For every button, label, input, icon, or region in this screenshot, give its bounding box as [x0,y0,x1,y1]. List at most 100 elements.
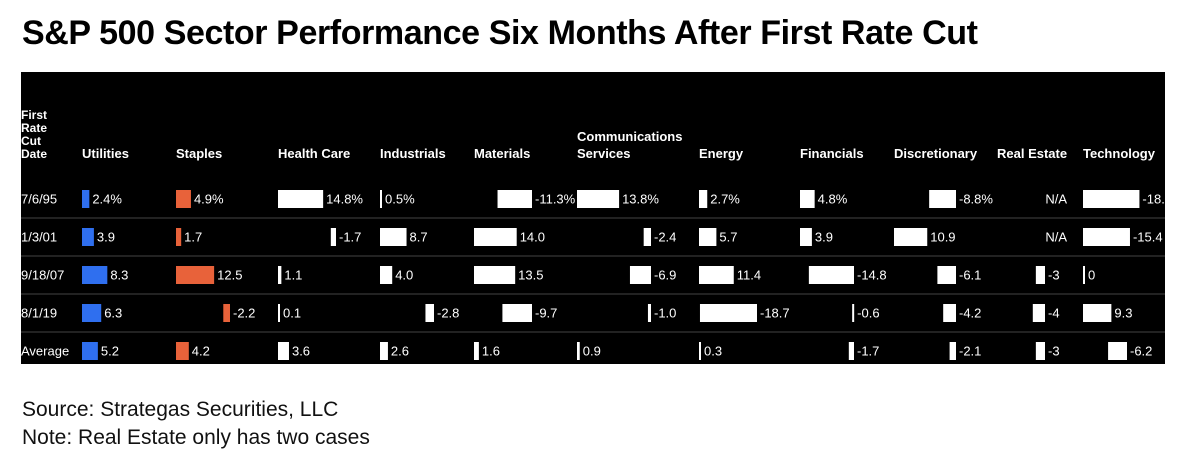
value-label-real_estate: -3 [1048,268,1060,283]
bar-materials [497,190,532,208]
bar-industrials [380,342,388,360]
row-date-label: 9/18/07 [21,268,64,283]
value-label-financials: -14.8 [857,268,887,283]
value-label-materials: -11.3% [535,192,576,207]
bar-materials [474,228,517,246]
chart-title: S&P 500 Sector Performance Six Months Af… [22,14,978,52]
row-date-label: Average [21,344,69,359]
bar-communications [647,304,651,322]
bar-energy [699,304,757,322]
source-note: Source: Strategas Securities, LLC [22,398,339,421]
value-label-discretionary: -2.1 [959,344,981,359]
bar-energy [699,342,701,360]
value-label-materials: 13.5 [518,268,543,283]
row-header-label: Rate [21,121,47,135]
bar-energy [699,266,734,284]
value-label-energy: 2.7% [710,192,740,207]
column-header-technology: Technology [1083,146,1156,161]
bar-industrials [380,266,393,284]
value-label-staples: -2.2 [233,306,255,321]
value-label-industrials: 4.0 [395,268,413,283]
chart-panel: First Rate Cut Date Utilities Staples Health C… [21,72,1165,364]
bar-technology [1083,304,1112,322]
value-label-financials: -1.7 [857,344,879,359]
bar-utilities [82,304,102,322]
value-label-industrials: 8.7 [410,230,428,245]
bar-technology [1083,266,1085,284]
bar-technology [1083,190,1140,208]
value-label-health_care: -1.7 [339,230,361,245]
bar-utilities [82,190,90,208]
value-label-health_care: 3.6 [292,344,310,359]
bar-staples [176,190,191,208]
bar-financials [848,342,854,360]
value-label-industrials: 2.6 [391,344,409,359]
value-label-energy: 0.3 [704,344,722,359]
value-label-technology: 9.3 [1114,306,1132,321]
bar-staples [176,266,215,284]
value-label-staples: 4.2 [192,344,210,359]
bar-technology [1108,342,1127,360]
value-label-communications: -6.9 [654,268,676,283]
value-label-energy: 11.4 [737,268,761,283]
column-header-energy: Energy [699,146,744,161]
value-label-materials: 14.0 [520,230,545,245]
bar-financials [852,304,855,322]
bar-staples [223,304,230,322]
bar-health_care [278,342,289,360]
bar-communications [577,342,580,360]
value-label-financials: 4.8% [818,192,848,207]
bar-utilities [82,342,98,360]
bar-real_estate [1035,342,1045,360]
bar-financials [800,228,812,246]
value-label-materials: -9.7 [535,306,557,321]
value-label-discretionary: 10.9 [930,230,955,245]
value-label-utilities: 6.3 [104,306,122,321]
bar-staples [176,228,182,246]
row-header-label: Date [21,147,47,161]
bar-materials [502,304,532,322]
row-header-label: Cut [21,134,41,148]
column-header-health_care: Health Care [278,146,350,161]
value-label-real_estate: -3 [1048,344,1060,359]
bar-communications [577,190,620,208]
value-label-discretionary: -6.1 [959,268,981,283]
bar-technology [1083,228,1130,246]
value-label-communications: -2.4 [654,230,676,245]
cell-na-label: N/A [1045,230,1067,245]
value-label-communications: -1.0 [654,306,676,321]
bar-discretionary [949,342,956,360]
bar-utilities [82,228,94,246]
bar-communications [629,266,651,284]
bar-energy [699,190,708,208]
column-header-staples: Staples [176,146,222,161]
bar-materials [474,266,516,284]
value-label-communications: 13.8% [622,192,659,207]
column-header-materials: Materials [474,146,530,161]
value-label-technology: -6.2 [1130,344,1152,359]
bar-industrials [425,304,434,322]
value-label-communications: 0.9 [583,344,601,359]
value-label-staples: 1.7 [184,230,202,245]
value-label-energy: -18.7 [760,306,790,321]
value-label-staples: 12.5 [217,268,242,283]
value-label-industrials: 0.5% [385,192,415,207]
bar-communications [643,228,651,246]
bar-staples [176,342,189,360]
value-label-discretionary: -4.2 [959,306,981,321]
value-label-materials: 1.6 [482,344,500,359]
footnote: Note: Real Estate only has two cases [22,426,370,449]
value-label-health_care: 1.1 [284,268,302,283]
bar-industrials [380,190,382,208]
value-label-discretionary: -8.8% [959,192,993,207]
bar-real_estate [1032,304,1045,322]
bar-financials [800,190,815,208]
cell-na-label: N/A [1045,192,1067,207]
bar-industrials [380,228,407,246]
bar-utilities [82,266,108,284]
column-header-industrials: Industrials [380,146,446,161]
row-date-label: 8/1/19 [21,306,57,321]
bar-discretionary [894,228,928,246]
value-label-health_care: 0.1 [283,306,301,321]
